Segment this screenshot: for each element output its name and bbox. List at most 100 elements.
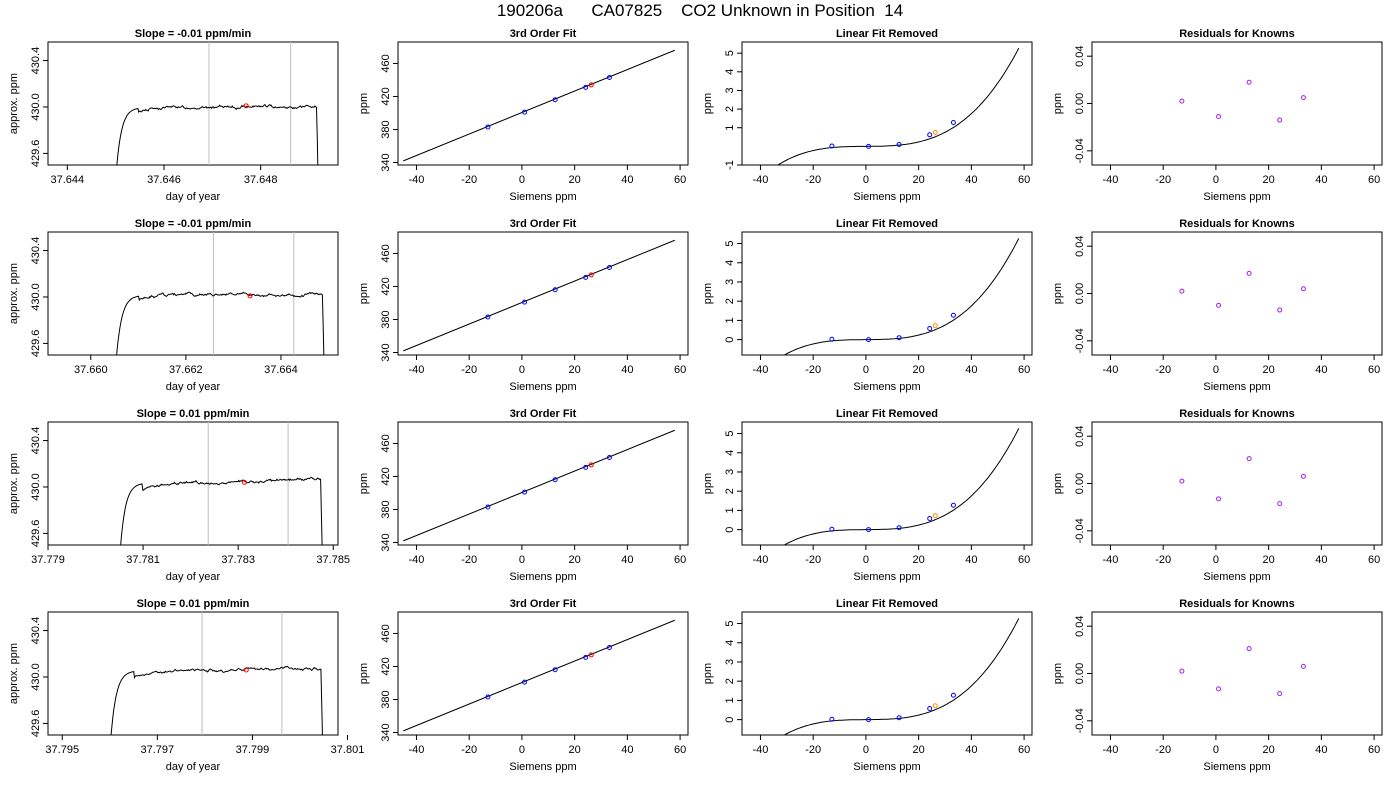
mean-marker bbox=[241, 479, 247, 485]
y-tick-label: 420 bbox=[380, 87, 392, 105]
known-point bbox=[950, 312, 956, 318]
x-axis-label: Siemens ppm bbox=[509, 381, 576, 393]
x-tick-label: -40 bbox=[1103, 174, 1119, 186]
plot-area bbox=[403, 49, 676, 162]
known-point bbox=[552, 477, 558, 483]
x-tick-label: -20 bbox=[461, 554, 477, 566]
y-axis-label: ppm bbox=[1052, 283, 1064, 304]
x-tick-label: 20 bbox=[913, 744, 925, 756]
known-point bbox=[606, 74, 612, 80]
panel-title: 3rd Order Fit bbox=[510, 408, 577, 420]
plot-area bbox=[777, 47, 1020, 165]
known-point bbox=[606, 264, 612, 270]
known-point bbox=[606, 644, 612, 650]
x-tick-label: 37.660 bbox=[74, 364, 108, 376]
y-tick-label: 4 bbox=[724, 450, 736, 456]
y-axis-label: ppm bbox=[1052, 93, 1064, 114]
x-tick-label: -40 bbox=[409, 554, 425, 566]
plot-frame bbox=[397, 41, 689, 166]
x-tick-label: 37.781 bbox=[126, 554, 160, 566]
panel-title: 3rd Order Fit bbox=[510, 598, 577, 610]
x-tick-label: 60 bbox=[1368, 744, 1380, 756]
y-tick-label: 430.0 bbox=[30, 93, 42, 121]
x-tick-label: -20 bbox=[805, 744, 821, 756]
x-tick-label: 20 bbox=[1263, 364, 1275, 376]
y-tick-label: 380 bbox=[380, 690, 392, 708]
y-tick-label: 1 bbox=[724, 507, 736, 513]
known-point bbox=[522, 299, 528, 305]
known-point bbox=[522, 109, 528, 115]
fit-line bbox=[403, 429, 676, 542]
unknown-point bbox=[932, 703, 938, 709]
x-tick-label: 40 bbox=[621, 744, 633, 756]
y-tick-label: 0.00 bbox=[1074, 283, 1086, 304]
x-tick-label: 40 bbox=[1315, 174, 1327, 186]
x-tick-label: -40 bbox=[409, 364, 425, 376]
y-tick-label: 430.0 bbox=[30, 283, 42, 311]
y-tick-label: 0.04 bbox=[1074, 425, 1086, 446]
y-tick-label: 5 bbox=[724, 430, 736, 436]
x-tick-label: 0 bbox=[519, 744, 525, 756]
x-tick-label: 60 bbox=[674, 554, 686, 566]
unknown-point bbox=[932, 513, 938, 519]
panel-title: Slope = 0.01 ppm/min bbox=[137, 408, 250, 420]
x-tick-label: 37.662 bbox=[169, 364, 203, 376]
unknown-point bbox=[588, 272, 594, 278]
y-tick-label: 0 bbox=[724, 717, 736, 723]
x-tick-label: 60 bbox=[1018, 744, 1030, 756]
y-tick-label: 5 bbox=[724, 50, 736, 56]
x-tick-label: 0 bbox=[863, 554, 869, 566]
y-tick-label: 3 bbox=[724, 469, 736, 475]
known-point bbox=[522, 489, 528, 495]
chart-panel: Linear Fit Removed -40 -20 0 20 40 60 0 1 2 3 4 5 Sie… bbox=[702, 218, 1033, 393]
panel-title: Slope = 0.01 ppm/min bbox=[137, 598, 250, 610]
y-tick-label: 0.00 bbox=[1074, 93, 1086, 114]
y-tick-label: 380 bbox=[380, 120, 392, 138]
residual-point bbox=[1179, 98, 1185, 104]
x-tick-label: -40 bbox=[753, 364, 769, 376]
known-point bbox=[829, 526, 835, 532]
known-point bbox=[606, 454, 612, 460]
y-axis-label: ppm bbox=[1052, 473, 1064, 494]
known-point bbox=[896, 715, 902, 721]
residual-curve bbox=[777, 47, 1020, 165]
x-tick-label: -40 bbox=[753, 554, 769, 566]
y-tick-label: 2 bbox=[724, 678, 736, 684]
residual-point bbox=[1179, 288, 1185, 294]
residual-point bbox=[1216, 114, 1222, 120]
x-tick-label: 20 bbox=[913, 174, 925, 186]
known-point bbox=[950, 692, 956, 698]
x-tick-label: -20 bbox=[461, 174, 477, 186]
x-tick-label: 37.779 bbox=[31, 554, 65, 566]
plot-frame bbox=[1091, 611, 1383, 736]
x-axis-label: Siemens ppm bbox=[853, 191, 920, 203]
panel-title: Linear Fit Removed bbox=[836, 28, 938, 40]
y-axis-label: ppm bbox=[358, 663, 370, 684]
y-tick-label: 5 bbox=[724, 240, 736, 246]
panel-title: Residuals for Knowns bbox=[1179, 28, 1295, 40]
mean-marker bbox=[243, 667, 249, 673]
residual-point bbox=[1277, 307, 1283, 313]
x-tick-label: -40 bbox=[1103, 364, 1119, 376]
known-point bbox=[866, 527, 872, 533]
x-tick-label: 20 bbox=[913, 554, 925, 566]
y-tick-label: 1 bbox=[724, 125, 736, 131]
y-tick-label: 380 bbox=[380, 500, 392, 518]
unknown-point bbox=[588, 652, 594, 658]
x-tick-label: -20 bbox=[1155, 744, 1171, 756]
x-tick-label: 0 bbox=[1213, 744, 1219, 756]
x-tick-label: 37.797 bbox=[141, 744, 175, 756]
residual-curve bbox=[783, 428, 1020, 545]
known-point bbox=[927, 132, 933, 138]
y-tick-label: 430.4 bbox=[30, 47, 42, 75]
plot-frame bbox=[397, 611, 689, 736]
panel-title: 3rd Order Fit bbox=[510, 28, 577, 40]
known-point bbox=[866, 337, 872, 343]
y-axis-label: ppm bbox=[702, 663, 714, 684]
x-tick-label: 40 bbox=[1315, 554, 1327, 566]
x-tick-label: 0 bbox=[519, 174, 525, 186]
x-tick-label: -40 bbox=[1103, 744, 1119, 756]
y-tick-label: 429.6 bbox=[30, 710, 42, 738]
x-tick-label: 60 bbox=[1018, 554, 1030, 566]
